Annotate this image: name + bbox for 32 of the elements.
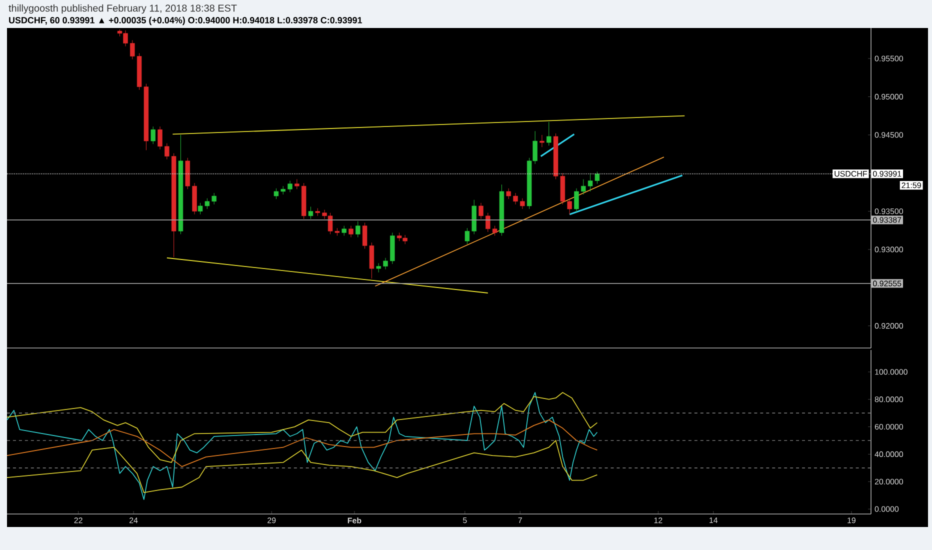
candlestick bbox=[212, 192, 216, 205]
candlestick bbox=[383, 258, 388, 270]
chart-title: thillygoosth published February 11, 2018 18:38 EST bbox=[8, 4, 237, 14]
candlestick bbox=[486, 212, 490, 232]
candlestick bbox=[288, 180, 292, 192]
candlestick bbox=[506, 188, 511, 200]
candlestick bbox=[546, 122, 552, 146]
candlestick bbox=[356, 220, 360, 238]
line-series bbox=[6, 440, 598, 494]
candlestick bbox=[464, 228, 470, 244]
candlestick bbox=[478, 202, 484, 220]
candlestick bbox=[540, 134, 544, 148]
candlestick bbox=[574, 188, 579, 212]
candlestick bbox=[274, 188, 279, 200]
candlestick bbox=[308, 206, 314, 220]
candlestick bbox=[492, 226, 498, 236]
candlestick bbox=[348, 226, 354, 238]
candlestick bbox=[513, 192, 518, 205]
candlestick bbox=[376, 262, 381, 273]
candlestick bbox=[158, 126, 162, 150]
candlestick bbox=[567, 198, 572, 215]
line-series bbox=[6, 392, 598, 463]
candlestick bbox=[581, 178, 586, 195]
line-series bbox=[6, 392, 598, 500]
candlestick bbox=[164, 143, 170, 160]
candlestick bbox=[150, 126, 156, 144]
line-series bbox=[6, 419, 598, 468]
candlestick bbox=[520, 198, 525, 210]
candlestick bbox=[130, 40, 135, 60]
candlestick bbox=[342, 226, 346, 236]
chart-subtitle: USDCHF, 60 0.93991 ▲ +0.00035 (+0.04%) O:0.94000 H:0.94018 L:0.93978 C:0.93991 bbox=[9, 16, 362, 26]
candlestick bbox=[294, 178, 300, 190]
